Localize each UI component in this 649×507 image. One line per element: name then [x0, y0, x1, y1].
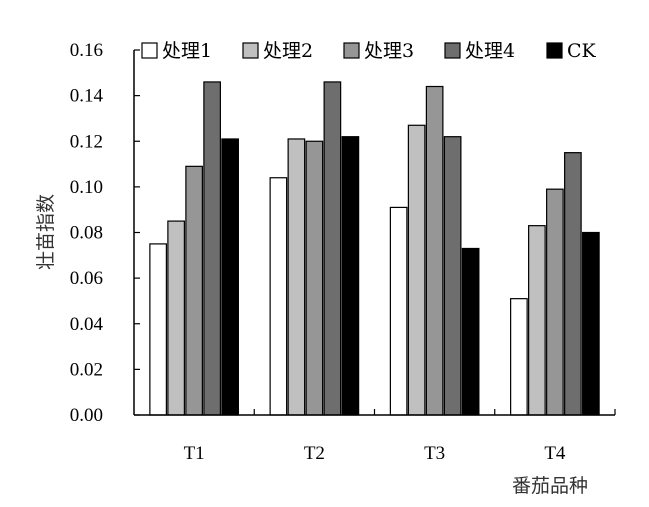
legend-label-2: 处理2	[263, 40, 313, 62]
bar-t2-series-5	[341, 136, 360, 416]
legend-swatch-1	[141, 42, 158, 59]
y-tick-label: 0.08	[70, 223, 103, 244]
bar-t4-series-2	[528, 225, 546, 416]
y-tick-label: 0.02	[70, 359, 103, 380]
bar-t1-series-2	[167, 220, 185, 416]
bar-t4-series-1	[510, 298, 528, 416]
x-tick-label-t4: T4	[544, 443, 566, 464]
legend-label-5: CK	[567, 40, 597, 62]
bar-t1-series-1	[149, 243, 167, 416]
legend-swatch-4	[444, 42, 461, 59]
bar-t3-series-1	[389, 206, 408, 416]
bar-t4-series-3	[546, 188, 564, 416]
bar-t2-series-3	[305, 140, 324, 416]
x-tick-label-t1: T1	[184, 443, 205, 464]
bar-t1-series-4	[203, 81, 221, 416]
legend-label-4: 处理4	[465, 40, 515, 62]
y-tick-label: 0.00	[70, 405, 103, 426]
bar-t3-series-5	[461, 247, 480, 416]
bar-t4-series-5	[582, 231, 600, 416]
bar-t1-series-3	[185, 165, 203, 416]
legend-swatch-2	[242, 42, 259, 59]
bar-t4-series-4	[564, 152, 582, 416]
x-tick-label-t3: T3	[424, 443, 445, 464]
bar-t3-series-3	[425, 85, 444, 416]
y-tick-label: 0.10	[70, 177, 103, 198]
bar-t2-series-2	[287, 138, 306, 416]
legend: 处理1 处理2 处理3 处理4 CK	[141, 40, 597, 62]
bar-t3-series-2	[407, 124, 426, 416]
x-tick-label-t2: T2	[304, 443, 325, 464]
y-tick-label: 0.16	[70, 40, 103, 61]
y-tick-label: 0.14	[70, 86, 104, 107]
bar-t3-series-4	[443, 136, 462, 416]
y-tick-label: 0.04	[70, 314, 104, 335]
legend-label-3: 处理3	[364, 40, 414, 62]
y-axis-title: 壮苗指数	[35, 194, 57, 270]
legend-label-1: 处理1	[162, 40, 212, 62]
bar-t2-series-4	[323, 81, 342, 416]
plot-area: 0.00 0.02 0.04 0.06 0.08 0.10 0.12 0.14 0.16 T1 T2…	[70, 40, 616, 464]
x-axis-title: 番茄品种	[512, 475, 588, 497]
legend-swatch-5	[546, 42, 563, 59]
bar-t1-series-5	[221, 138, 239, 416]
y-tick-label: 0.12	[70, 131, 103, 152]
bar-t2-series-1	[269, 177, 288, 416]
legend-swatch-3	[343, 42, 360, 59]
y-tick-label: 0.06	[70, 268, 103, 289]
